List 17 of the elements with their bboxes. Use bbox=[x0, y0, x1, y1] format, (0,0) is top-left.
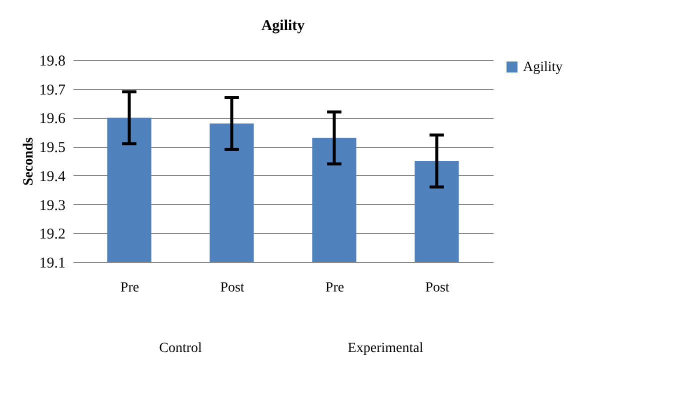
y-tick-label: 19.8 bbox=[39, 54, 66, 70]
y-axis-title: Seconds bbox=[21, 136, 36, 186]
text: Control bbox=[159, 341, 202, 356]
y-tick-label: 19.7 bbox=[39, 82, 66, 98]
y-tick-label: 19.1 bbox=[39, 256, 66, 272]
y-tick-label: 19.4 bbox=[39, 168, 66, 185]
y-tick-label: 19.3 bbox=[39, 198, 66, 214]
x-tick-label: Pre bbox=[325, 280, 344, 296]
y-tick-label: 19.2 bbox=[39, 226, 66, 243]
x-tick-label: Post bbox=[220, 280, 244, 296]
legend-label: Agility bbox=[523, 60, 563, 75]
x-tick-label: Pre bbox=[120, 280, 140, 296]
y-tick-label: 19.6 bbox=[39, 111, 66, 128]
text: Experimental bbox=[348, 341, 424, 356]
chart-title: Agility bbox=[261, 18, 306, 34]
y-tick-label: 19.5 bbox=[39, 140, 66, 156]
x-tick-label: Post bbox=[425, 280, 450, 296]
